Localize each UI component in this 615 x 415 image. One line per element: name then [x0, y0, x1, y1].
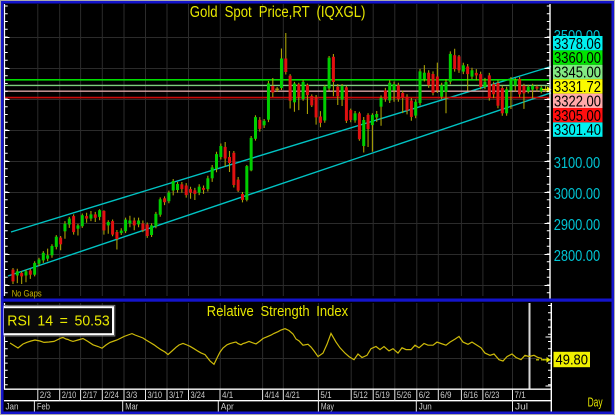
- svg-text:5/1: 5/1: [320, 390, 331, 400]
- svg-text:3301.40: 3301.40: [554, 122, 601, 139]
- svg-text:3331.72: 3331.72: [554, 79, 601, 96]
- svg-text:2/3: 2/3: [40, 390, 51, 400]
- svg-text:3/10: 3/10: [148, 390, 163, 400]
- svg-text:3322.00: 3322.00: [554, 93, 601, 110]
- svg-text:Feb: Feb: [37, 402, 50, 412]
- svg-text:3378.06: 3378.06: [554, 36, 601, 53]
- svg-text:5/19: 5/19: [375, 390, 390, 400]
- svg-text:Jul: Jul: [515, 402, 528, 412]
- svg-text:3100.00: 3100.00: [554, 155, 601, 172]
- svg-text:4/1: 4/1: [222, 390, 233, 400]
- svg-text:3305.00: 3305.00: [554, 108, 601, 125]
- svg-text:3/3: 3/3: [126, 390, 137, 400]
- svg-text:4/21: 4/21: [285, 390, 300, 400]
- svg-text:2900.00: 2900.00: [554, 217, 601, 234]
- svg-text:Relative Strength Index: Relative Strength Index: [207, 303, 349, 320]
- svg-text:5/12: 5/12: [353, 390, 368, 400]
- svg-text:5/26: 5/26: [397, 390, 412, 400]
- svg-text:6/2: 6/2: [419, 390, 430, 400]
- svg-text:6/9: 6/9: [440, 390, 451, 400]
- svg-text:4/14: 4/14: [265, 390, 280, 400]
- svg-text:Jun: Jun: [419, 402, 432, 412]
- svg-text:May: May: [321, 402, 334, 412]
- svg-text:3/17: 3/17: [169, 390, 184, 400]
- svg-text:2/10: 2/10: [62, 390, 77, 400]
- svg-text:Apr: Apr: [221, 402, 234, 412]
- svg-text:2/17: 2/17: [83, 390, 98, 400]
- svg-text:49.80: 49.80: [556, 352, 589, 369]
- svg-text:2/24: 2/24: [104, 390, 119, 400]
- svg-text:No Gaps: No Gaps: [12, 289, 42, 300]
- svg-text:RSI 14 = 50.53: RSI 14 = 50.53: [7, 312, 109, 329]
- svg-text:3000.00: 3000.00: [554, 186, 601, 203]
- svg-text:3360.00: 3360.00: [554, 50, 601, 67]
- svg-text:Gold Spot Price,RT (IQXGL): Gold Spot Price,RT (IQXGL): [190, 4, 366, 21]
- svg-text:2800.00: 2800.00: [554, 248, 601, 265]
- svg-text:Day: Day: [588, 396, 604, 410]
- svg-text:Jan: Jan: [6, 402, 19, 412]
- svg-text:6/23: 6/23: [485, 390, 500, 400]
- svg-text:Mar: Mar: [125, 402, 138, 412]
- svg-text:6/16: 6/16: [463, 390, 478, 400]
- svg-text:3345.00: 3345.00: [554, 65, 601, 82]
- svg-text:3/24: 3/24: [191, 390, 206, 400]
- svg-text:7/1: 7/1: [515, 390, 526, 400]
